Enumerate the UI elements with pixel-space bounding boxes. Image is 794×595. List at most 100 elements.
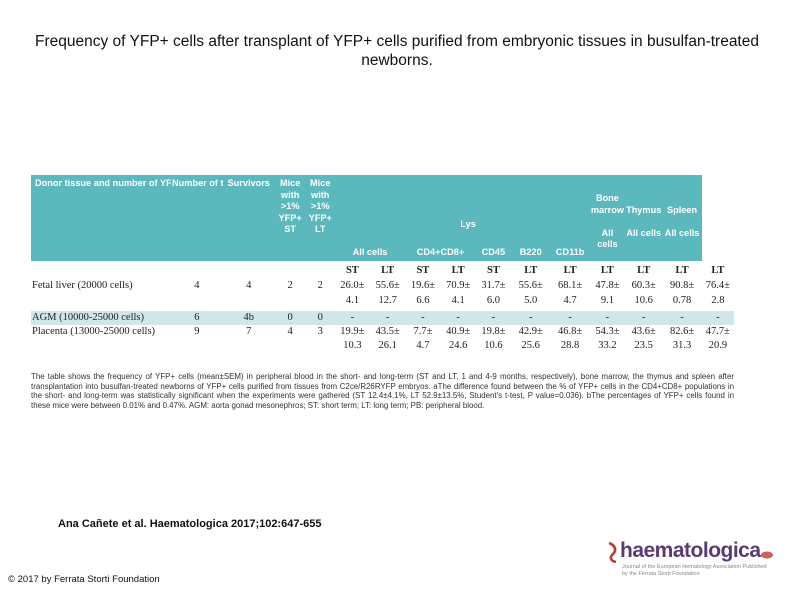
cell: 60.3± (631, 280, 656, 291)
cell: 0 (274, 311, 306, 325)
table-header-row: Donor tissue and number of YFP+ cells tr… (31, 175, 734, 261)
cell: - (701, 311, 734, 325)
header-all-cells: All cells (334, 175, 406, 261)
cell: 19.9± (340, 326, 365, 337)
cell: 9.1 (600, 295, 614, 306)
page-title: Frequency of YFP+ cells after transplant… (35, 33, 759, 69)
header-bm-all: All cells (597, 227, 618, 250)
subheader-cell: LT (381, 265, 395, 276)
cell: 0.78 (672, 295, 692, 306)
logo-subtitle: Journal of the European Hematology Assoc… (622, 564, 767, 577)
table-row: 4.1 12.7 6.6 4.1 6.0 5.0 4.7 9.1 10.6 0.… (31, 294, 734, 311)
cell: - (550, 311, 590, 325)
cell: 6.0 (486, 295, 500, 306)
table-row: Fetal liver (20000 cells) 4 4 2 2 26.0± … (31, 279, 734, 294)
cell: 90.8± (669, 280, 695, 291)
header-mice-lt: Mice with >1% YFP+ LT (305, 175, 335, 261)
cell: 26.0± (340, 280, 365, 291)
subheader-cell: ST (345, 265, 359, 276)
cell: 6 (170, 311, 223, 325)
subheader-cell: ST (486, 265, 500, 276)
cell: 54.3± (595, 326, 620, 337)
subheader-cell: LT (675, 265, 689, 276)
cell: 31.3 (672, 340, 692, 351)
subheader-cell: LT (451, 265, 465, 276)
cell: 70.9± (446, 280, 471, 291)
header-bone-marrow: Bone marrow All cells (589, 175, 626, 261)
cell: 42.9± (518, 326, 543, 337)
cell: 4 (246, 280, 252, 291)
copyright: © 2017 by Ferrata Storti Foundation (8, 574, 160, 585)
header-thy-all: All cells (626, 228, 662, 238)
cell: - (589, 311, 626, 325)
header-spleen: Spleen All cells (662, 175, 702, 261)
subheader-row: ST LT ST LT ST LT LT LT LT LT LT (31, 261, 734, 279)
header-bone-marrow-label: Bone marrow (590, 193, 625, 215)
cell: 4.7 (416, 340, 430, 351)
cell: 20.9 (708, 340, 728, 351)
data-table: Donor tissue and number of YFP+ cells tr… (31, 175, 734, 353)
cell: 0 (305, 311, 335, 325)
logo-name: haematologica (620, 539, 761, 562)
cell: 4 (194, 280, 200, 291)
cell: 4 (287, 326, 293, 337)
cell: - (511, 311, 551, 325)
cell: 26.1 (378, 340, 397, 351)
header-cd45: CD45 (475, 175, 512, 261)
header-survivors: Survivors (222, 175, 275, 261)
cell: 68.1± (558, 280, 583, 291)
cell: - (370, 311, 406, 325)
cell: - (405, 311, 441, 325)
cell: 55.6± (375, 280, 400, 291)
cell: 40.9± (446, 326, 471, 337)
cell: 19.8± (481, 326, 506, 337)
cell: 43.6± (631, 326, 656, 337)
journal-logo: haematologica Journal of the European He… (606, 539, 776, 577)
logo-emblem-icon (761, 551, 773, 559)
cell: 47.7± (705, 326, 730, 337)
row-name: AGM (10000-25000 cells) (31, 311, 171, 325)
cell: 2 (287, 280, 293, 291)
cell: - (625, 311, 663, 325)
header-donor: Donor tissue and number of YFP+ cells tr… (31, 175, 171, 261)
cell: 5.0 (524, 295, 538, 306)
subheader-cell: LT (524, 265, 538, 276)
table-row: Placenta (13000-25000 cells) 9 7 4 3 19.… (31, 325, 734, 339)
subheader-cell: LT (563, 265, 577, 276)
cell: 10.3 (343, 340, 362, 351)
cell: 43.5± (375, 326, 400, 337)
header-b220: B220 (511, 175, 551, 261)
header-cd4cd8: Lysated PB CD4+CD8+ (405, 175, 476, 261)
cell: 3 (317, 326, 323, 337)
cell: 2 (317, 280, 323, 291)
cell: 33.2 (598, 340, 617, 351)
cell: 6.6 (416, 295, 430, 306)
header-cd4cd8-label: CD4+CD8+ (416, 246, 465, 257)
row-name: Placenta (13000-25000 cells) (32, 326, 156, 337)
logo-mark-icon (608, 541, 617, 563)
cell: - (475, 311, 512, 325)
cell: 24.6 (448, 340, 468, 351)
cell: 82.6± (669, 326, 695, 337)
header-mice-st: Mice with >1% YFP+ ST (274, 175, 306, 261)
cell: 55.6± (518, 280, 543, 291)
cell: 28.8 (560, 340, 580, 351)
header-transplants: Number of transplants (170, 175, 223, 261)
header-thymus: Thymus All cells (625, 175, 663, 261)
cell: 46.8± (558, 326, 583, 337)
cell: 76.4± (705, 280, 730, 291)
cell: 12.7 (378, 295, 397, 306)
cell: - (662, 311, 702, 325)
cell: 25.6 (521, 340, 540, 351)
cell: 2.8 (711, 295, 725, 306)
cell: 23.5 (634, 340, 653, 351)
row-name: Fetal liver (20000 cells) (32, 280, 133, 291)
header-sp-all: All cells (664, 228, 700, 238)
cell: 4.1 (451, 295, 465, 306)
cell: 4b (222, 311, 275, 325)
cell: 10.6 (634, 295, 653, 306)
cell: 7 (246, 326, 252, 337)
citation: Ana Cañete et al. Haematologica 2017;102… (58, 518, 322, 530)
header-lysated-pb: Lysated PB (460, 219, 476, 229)
cell: - (334, 311, 370, 325)
